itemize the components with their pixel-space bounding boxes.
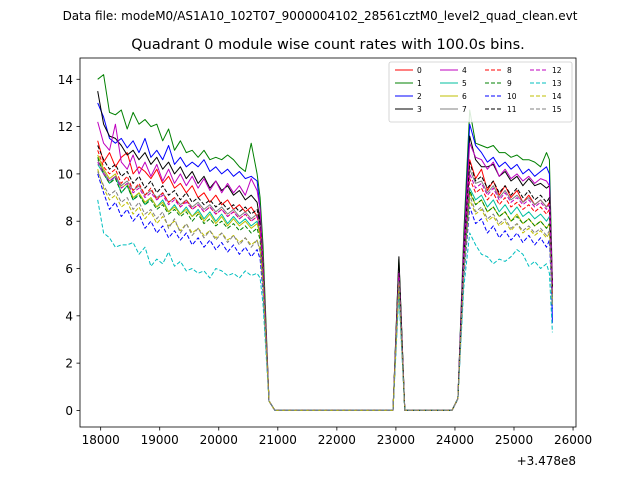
x-tick-label: 24000 (436, 433, 474, 447)
series-line-0 (97, 140, 553, 411)
series-line-4 (97, 121, 553, 411)
x-tick-label: 21000 (259, 433, 297, 447)
series-line-1 (97, 74, 553, 411)
x-tick-label: 26000 (554, 433, 592, 447)
plot-area: 18000 19000 20000 21000 22000 23000 24000 25000… (58, 57, 592, 468)
x-tick-label: 19000 (141, 433, 179, 447)
legend-label-5: 5 (462, 79, 467, 88)
series-group (97, 74, 553, 411)
legend-label-4: 4 (462, 66, 467, 75)
legend-label-13: 13 (552, 79, 562, 88)
chart-title: Quadrant 0 module wise count rates with … (131, 37, 525, 53)
series-line-7 (97, 159, 553, 411)
legend-label-1: 1 (417, 79, 422, 88)
series-line-11 (97, 145, 553, 411)
series-line-8 (97, 150, 553, 411)
y-tick-label: 2 (65, 357, 73, 371)
series-line-14 (97, 169, 553, 411)
series-line-15 (97, 171, 553, 411)
legend-box (388, 61, 573, 123)
series-line-12 (97, 161, 553, 411)
y-tick-label: 12 (58, 120, 73, 134)
x-tick-label: 18000 (82, 433, 120, 447)
legend-label-7: 7 (462, 105, 467, 114)
series-line-13 (97, 199, 553, 411)
legend-label-14: 14 (552, 92, 562, 101)
legend-label-12: 12 (552, 66, 562, 75)
legend-label-2: 2 (417, 92, 422, 101)
x-tick-label: 20000 (200, 433, 238, 447)
series-line-3 (97, 91, 553, 411)
x-tick-label: 23000 (377, 433, 415, 447)
x-tick-label: 22000 (318, 433, 356, 447)
series-line-10 (97, 173, 553, 411)
legend-label-6: 6 (462, 92, 467, 101)
legend-label-11: 11 (507, 105, 517, 114)
series-line-6 (97, 154, 553, 411)
series-line-9 (97, 157, 553, 411)
y-tick-label: 14 (58, 73, 73, 87)
y-tick-label: 6 (65, 262, 73, 276)
series-line-2 (97, 102, 553, 411)
legend-label-3: 3 (417, 105, 422, 114)
legend-label-9: 9 (507, 79, 512, 88)
x-tick-label: 25000 (495, 433, 533, 447)
axes-frame (79, 57, 577, 428)
suptitle: Data file: modeM0/AS1A10_102T07_90000041… (63, 9, 578, 23)
y-tick-label: 8 (65, 215, 73, 229)
y-tick-label: 4 (65, 309, 73, 323)
x-offset-label: +3.478e8 (517, 454, 576, 468)
legend-label-10: 10 (507, 92, 517, 101)
y-tick-label: 10 (58, 167, 73, 181)
legend-label-15: 15 (552, 105, 562, 114)
legend-label-8: 8 (507, 66, 512, 75)
y-tick-label: 0 (65, 404, 73, 418)
legend-label-0: 0 (417, 66, 422, 75)
